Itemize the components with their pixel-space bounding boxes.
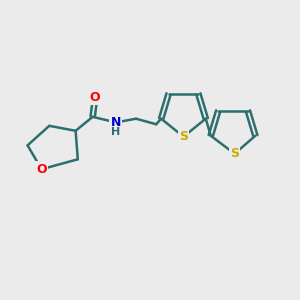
Text: S: S: [179, 130, 188, 143]
Text: N: N: [111, 116, 121, 129]
Text: O: O: [36, 163, 47, 176]
Text: H: H: [111, 127, 121, 137]
Text: O: O: [90, 91, 101, 104]
Text: S: S: [230, 147, 239, 160]
